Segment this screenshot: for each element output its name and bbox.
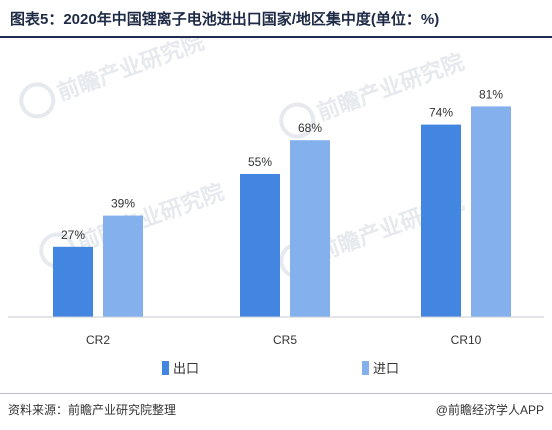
x-tick-label-cr2: CR2 <box>86 333 110 347</box>
bar-import-cr5 <box>290 140 330 317</box>
bars-layer: 27% 39% 55% 68% 74% 81% <box>53 87 511 318</box>
watermark-logo-icon <box>19 82 56 119</box>
legend-swatch-import <box>362 360 369 375</box>
chart-title: 图表5：2020年中国锂离子电池进出口国家/地区集中度(单位：%) <box>10 11 440 28</box>
x-tick-label-cr5: CR5 <box>273 333 297 347</box>
source-note: 资料来源：前瞻产业研究院整理 <box>8 403 177 417</box>
x-tick-label-cr10: CR10 <box>451 333 482 347</box>
bar-export-cr10 <box>421 124 461 317</box>
data-label-export-cr2: 27% <box>61 228 85 242</box>
legend-label-export: 出口 <box>173 361 200 376</box>
bar-import-cr10 <box>471 106 511 318</box>
data-label-import-cr10: 81% <box>479 87 503 101</box>
x-tick-labels: CR2 CR5 CR10 <box>86 333 482 347</box>
legend-item-import: 进口 <box>362 358 399 377</box>
data-label-export-cr5: 55% <box>248 155 272 169</box>
watermark: 前瞻产业研究院 <box>19 38 207 119</box>
bar-export-cr2 <box>53 246 93 317</box>
data-label-export-cr10: 74% <box>429 106 453 120</box>
legend-item-export: 出口 <box>162 358 199 377</box>
watermark-text: 前瞻产业研究院 <box>74 179 227 255</box>
data-label-import-cr5: 68% <box>298 121 322 135</box>
footer-rule <box>0 393 552 394</box>
watermark-text: 前瞻产业研究院 <box>54 38 207 105</box>
bar-export-cr5 <box>240 174 280 317</box>
legend-swatch-export <box>162 360 169 375</box>
title-rule <box>0 36 552 38</box>
credit-note: @前瞻经济学人APP <box>435 403 544 417</box>
legend-label-import: 进口 <box>373 361 400 376</box>
legend: 出口 进口 <box>0 358 552 378</box>
data-label-import-cr2: 39% <box>111 197 135 211</box>
watermark-logo-icon <box>279 102 316 139</box>
bar-import-cr2 <box>103 215 143 317</box>
